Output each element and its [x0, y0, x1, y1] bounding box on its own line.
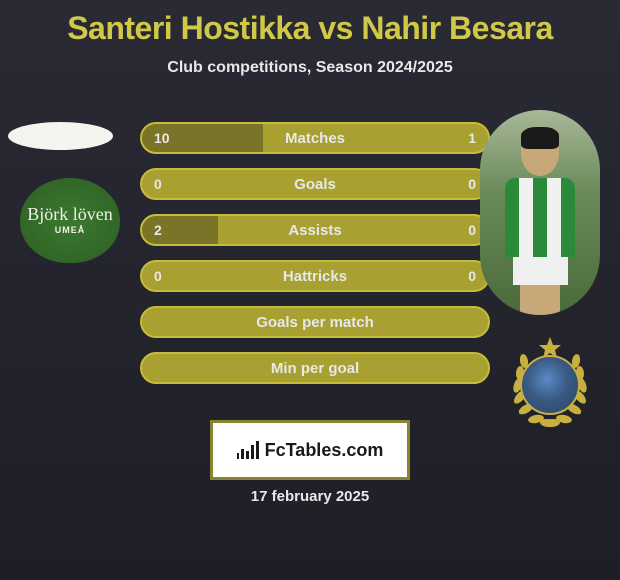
page-subtitle: Club competitions, Season 2024/2025 [0, 59, 620, 77]
stat-label: Min per goal [271, 360, 359, 377]
stat-row: 2 Assists 0 [140, 214, 490, 246]
club-badge-right [500, 335, 600, 440]
bar-chart-icon [237, 441, 259, 459]
player-jersey-icon [505, 178, 575, 258]
stat-value-right: 0 [468, 176, 476, 192]
page-title: Santeri Hostikka vs Nahir Besara [0, 0, 620, 47]
stat-row: 10 Matches 1 [140, 122, 490, 154]
badge-center-icon [520, 355, 580, 415]
stat-label: Hattricks [283, 268, 347, 285]
stat-label: Goals [294, 176, 336, 193]
player-legs-icon [520, 285, 560, 315]
stats-container: 10 Matches 1 0 Goals 0 2 Assists 0 0 Hat… [140, 122, 490, 398]
player-shorts-icon [513, 257, 568, 285]
player-right-photo [480, 110, 600, 315]
badge-left-subtext: UMEÅ [55, 225, 86, 235]
fctables-watermark: FcTables.com [210, 420, 410, 480]
stat-row: 0 Hattricks 0 [140, 260, 490, 292]
player-hair-icon [521, 127, 559, 149]
stat-label: Matches [285, 130, 345, 147]
stat-label: Assists [288, 222, 341, 239]
stat-label: Goals per match [256, 314, 374, 331]
stat-row: 0 Goals 0 [140, 168, 490, 200]
stat-value-right: 1 [468, 130, 476, 146]
stat-row: Min per goal [140, 352, 490, 384]
stat-value-left: 10 [154, 130, 170, 146]
club-badge-left: Björk löven UMEÅ [20, 178, 120, 263]
stat-row: Goals per match [140, 306, 490, 338]
badge-left-text: Björk löven [27, 206, 113, 222]
stat-value-right: 0 [468, 222, 476, 238]
stat-value-left: 0 [154, 268, 162, 284]
fctables-text: FcTables.com [265, 440, 384, 461]
stat-value-left: 2 [154, 222, 162, 238]
player-head-icon [521, 130, 559, 176]
stat-value-left: 0 [154, 176, 162, 192]
stat-value-right: 0 [468, 268, 476, 284]
player-left-placeholder [8, 122, 113, 150]
date-text: 17 february 2025 [0, 488, 620, 505]
